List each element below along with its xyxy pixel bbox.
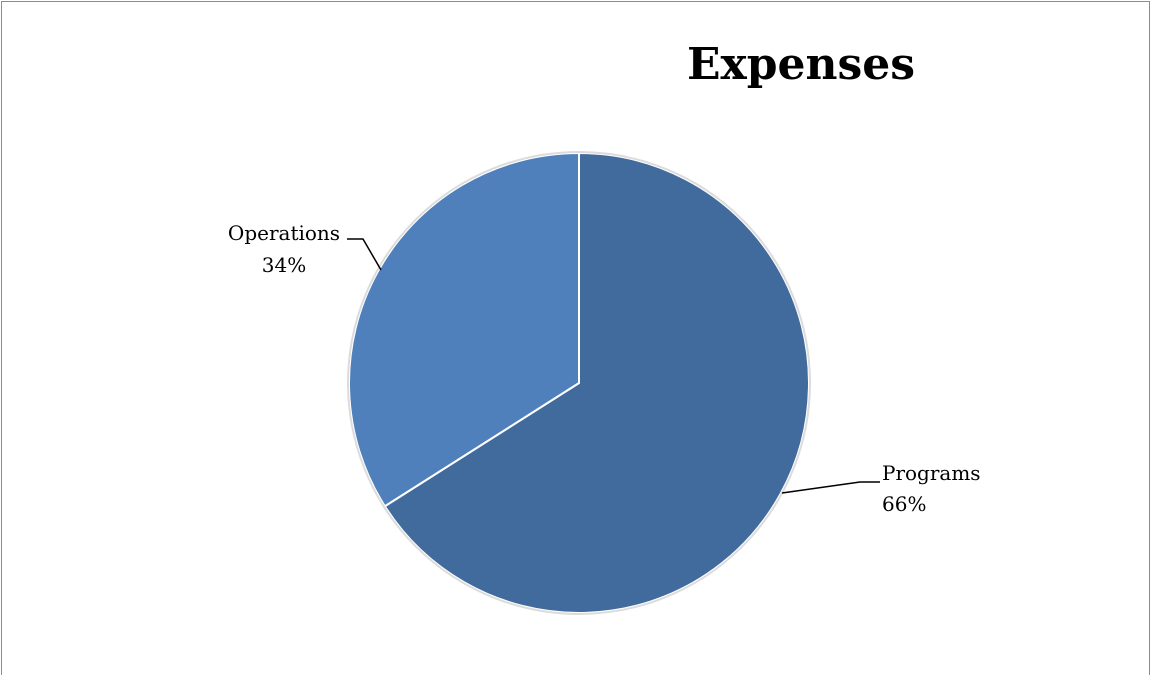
- leader-line-programs: [781, 481, 880, 494]
- pie-slice-operations: [348, 152, 580, 508]
- slice-value-operations: 34%: [262, 253, 306, 277]
- pie-slice-programs: [383, 152, 810, 614]
- pie-outline: [347, 151, 811, 615]
- slice-label-operations: Operations: [228, 221, 340, 245]
- leader-line-operations: [347, 238, 382, 271]
- slice-value-programs: 66%: [882, 492, 926, 516]
- slice-label-programs: Programs: [882, 461, 981, 485]
- pie-slices: [347, 151, 811, 615]
- chart-title: Expenses: [687, 39, 915, 90]
